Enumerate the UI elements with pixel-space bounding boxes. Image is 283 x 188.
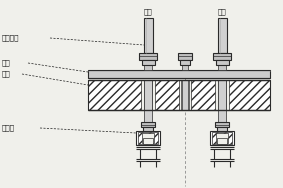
Text: 调整丝杆: 调整丝杆 <box>2 35 20 41</box>
Bar <box>144 110 152 122</box>
Bar <box>141 122 155 127</box>
Bar <box>218 80 226 110</box>
Bar <box>213 53 231 60</box>
Bar <box>144 65 152 70</box>
Text: 右旋: 右旋 <box>144 8 152 15</box>
Bar <box>182 65 188 70</box>
Bar <box>217 138 227 144</box>
Text: 齿轮: 齿轮 <box>2 60 11 66</box>
Bar <box>143 127 153 131</box>
Bar <box>88 70 270 78</box>
Bar <box>180 60 190 65</box>
Bar <box>218 80 226 110</box>
Bar <box>141 80 155 110</box>
Bar <box>144 18 153 53</box>
Bar <box>142 60 155 65</box>
Bar <box>216 133 228 143</box>
Bar <box>136 131 160 145</box>
Bar <box>142 133 154 143</box>
Bar <box>88 80 270 110</box>
Bar <box>210 131 234 145</box>
Bar <box>178 53 192 60</box>
Text: 机体: 机体 <box>2 71 11 77</box>
Bar <box>215 122 229 127</box>
Bar <box>218 18 227 53</box>
Bar <box>144 80 152 110</box>
Bar <box>179 80 191 110</box>
Bar <box>216 60 229 65</box>
Bar <box>212 132 232 144</box>
Text: 调节楼: 调节楼 <box>2 125 15 131</box>
Text: 左旋: 左旋 <box>218 8 226 15</box>
Bar <box>215 80 229 110</box>
Bar <box>143 138 153 144</box>
Bar <box>182 80 188 110</box>
Bar <box>181 80 189 110</box>
Bar <box>139 53 157 60</box>
Bar <box>217 127 227 131</box>
Bar <box>218 110 226 122</box>
Bar <box>138 132 158 144</box>
Bar <box>218 65 226 70</box>
Bar <box>144 80 152 110</box>
